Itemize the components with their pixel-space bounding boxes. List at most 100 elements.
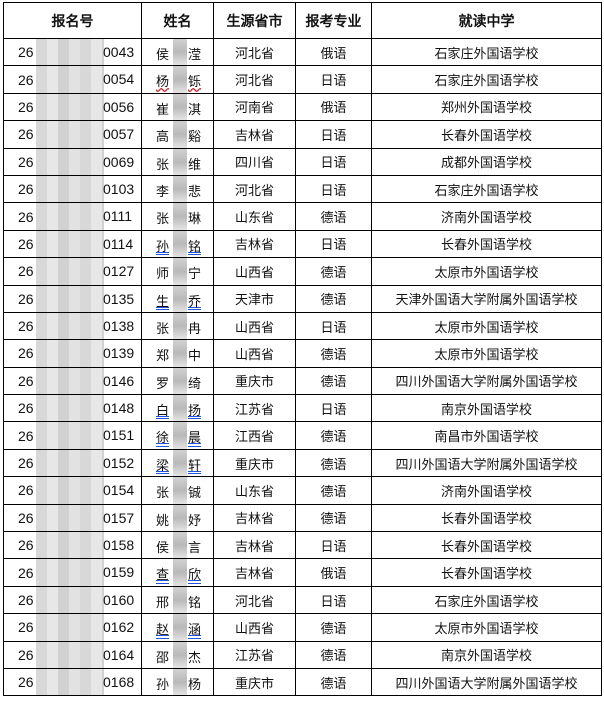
id-suffix: 0158 <box>103 537 135 554</box>
registration-number: 26 0056 <box>3 92 142 122</box>
id-prefix: 26 <box>18 592 34 608</box>
table-row: 26 0154 张铖 山东省 德语 济南外国语学校 <box>3 476 602 505</box>
redaction-mask <box>173 94 187 120</box>
school: 南昌市外国语学校 <box>371 421 602 450</box>
redaction-mask <box>36 176 104 202</box>
major: 德语 <box>295 640 372 669</box>
id-suffix: 0154 <box>103 482 135 499</box>
redaction-mask <box>36 422 104 449</box>
id-prefix: 26 <box>18 235 34 252</box>
school: 石家庄外国语学校 <box>371 37 602 67</box>
name-end: 淇 <box>188 102 202 118</box>
name-end: 琳 <box>188 212 202 228</box>
name-end: 铭 <box>188 239 202 255</box>
name-end: 涵 <box>188 623 202 639</box>
major: 德语 <box>295 448 372 478</box>
province: 重庆市 <box>213 366 296 396</box>
school: 四川外国语大学附属外国语学校 <box>371 366 602 396</box>
major: 德语 <box>295 339 372 368</box>
redaction-mask <box>173 340 187 367</box>
province: 河北省 <box>213 37 296 67</box>
school: 太原市外国语学校 <box>371 257 602 286</box>
table-row: 26 0138 张冉 山西省 日语 太原市外国语学校 <box>3 311 602 341</box>
surname: 师 <box>156 267 170 283</box>
student-name: 张维 <box>141 147 214 176</box>
redaction-mask <box>173 642 187 668</box>
table-row: 26 0148 白扬 江苏省 日语 南京外国语学校 <box>3 394 602 423</box>
id-suffix: 0056 <box>103 98 135 115</box>
redaction-mask <box>36 368 104 394</box>
redaction-mask <box>173 203 187 230</box>
surname: 梁 <box>156 458 170 474</box>
id-prefix: 26 <box>18 71 34 88</box>
registration-number: 26 0146 <box>3 366 142 396</box>
student-name: 侯滢 <box>141 37 214 67</box>
table-row: 26 0160 邢铭 河北省 日语 石家庄外国语学校 <box>3 585 602 615</box>
student-name: 崔淇 <box>141 92 214 122</box>
redaction-mask <box>36 669 104 695</box>
student-name: 张琳 <box>141 202 214 231</box>
redaction-mask <box>173 587 187 613</box>
id-suffix: 0103 <box>103 180 135 197</box>
table-row: 26 0054 杨铄 河北省 日语 石家庄外国语学校 <box>3 65 602 94</box>
major: 德语 <box>295 476 372 505</box>
id-suffix: 0127 <box>103 263 135 280</box>
province: 四川省 <box>213 147 296 176</box>
student-name: 孙铭 <box>141 229 214 259</box>
table-row: 26 0043 侯滢 河北省 俄语 石家庄外国语学校 <box>3 37 602 67</box>
id-prefix: 26 <box>18 208 34 225</box>
redaction-mask <box>36 94 104 120</box>
surname: 侯 <box>156 541 170 557</box>
province: 河北省 <box>213 585 296 615</box>
name-end: 言 <box>188 541 202 557</box>
id-suffix: 0069 <box>103 153 135 170</box>
major: 日语 <box>295 531 372 560</box>
major: 德语 <box>295 366 372 396</box>
redaction-mask <box>173 532 187 558</box>
table-row: 26 0146 罗绮 重庆市 德语 四川外国语大学附属外国语学校 <box>3 366 602 396</box>
province: 吉林省 <box>213 531 296 560</box>
redaction-mask <box>173 368 187 394</box>
redaction-mask <box>36 559 104 586</box>
id-prefix: 26 <box>18 318 34 335</box>
registration-number: 26 0160 <box>3 585 142 615</box>
id-suffix: 0111 <box>103 208 133 225</box>
id-suffix: 0057 <box>103 126 135 143</box>
surname: 郑 <box>156 349 170 365</box>
id-suffix: 0054 <box>103 71 135 88</box>
table-row: 26 0151 徐晨 江西省 德语 南昌市外国语学校 <box>3 421 602 450</box>
id-prefix: 26 <box>18 537 34 554</box>
redaction-mask <box>36 149 104 175</box>
school: 太原市外国语学校 <box>371 311 602 341</box>
id-suffix: 0043 <box>103 44 135 60</box>
province: 山西省 <box>213 613 296 642</box>
student-name: 郑中 <box>141 339 214 368</box>
name-end: 绮 <box>188 376 202 392</box>
school: 济南外国语学校 <box>371 202 602 231</box>
id-prefix: 26 <box>18 181 34 198</box>
table-row: 26 0103 李悲 河北省 日语 石家庄外国语学校 <box>3 174 602 204</box>
name-end: 中 <box>188 349 202 365</box>
school: 长春外国语学校 <box>371 229 602 259</box>
redaction-mask <box>173 66 187 93</box>
header-province: 生源省市 <box>213 2 296 39</box>
redaction-mask <box>173 176 187 202</box>
redaction-mask <box>173 231 187 257</box>
surname: 张 <box>156 157 170 173</box>
header-major: 报考专业 <box>295 2 372 39</box>
registration-number: 26 0135 <box>3 284 142 313</box>
redaction-mask <box>36 203 104 230</box>
surname: 杨 <box>156 75 170 91</box>
table-row: 26 0114 孙铭 吉林省 日语 长春外国语学校 <box>3 229 602 259</box>
surname: 李 <box>156 184 170 200</box>
major: 德语 <box>295 613 372 642</box>
school: 太原市外国语学校 <box>371 613 602 642</box>
redaction-mask <box>173 313 187 339</box>
id-prefix: 26 <box>18 126 34 143</box>
student-name: 邵杰 <box>141 640 214 669</box>
student-name: 杨铄 <box>141 65 214 94</box>
table-row: 26 0127 师宁 山西省 德语 太原市外国语学校 <box>3 257 602 286</box>
major: 德语 <box>295 667 372 697</box>
student-name: 查欣 <box>141 558 214 587</box>
redaction-mask <box>36 614 104 641</box>
